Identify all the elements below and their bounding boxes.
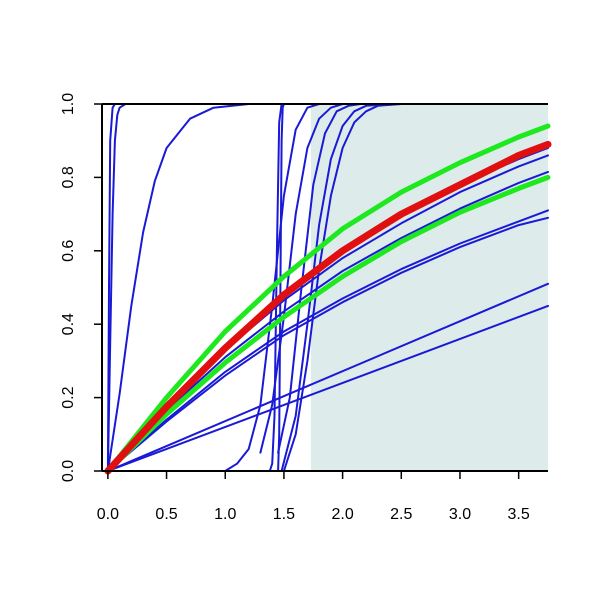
series-line-8	[277, 103, 362, 454]
y-tick-label-2: 0.2	[60, 386, 77, 408]
y-tick-label-6: 1.0	[60, 93, 77, 115]
series-line-2	[106, 103, 127, 472]
x-tick-label-4: 1.5	[273, 506, 295, 523]
series-line-18	[105, 123, 551, 474]
series-line-19	[105, 174, 551, 474]
x-tick-label-6: 2.5	[390, 506, 412, 523]
series-line-15	[106, 216, 549, 472]
series-line-9	[280, 103, 391, 472]
shaded-region-layer	[310, 104, 548, 471]
axes-layer: 0.0 0.5 1.0 1.5 2.0 2.5 3.0 3.5 0.0 0.2 0.4 0.6 0.8 1…	[60, 93, 548, 523]
x-tick-label-8: 3.5	[508, 506, 530, 523]
x-tick-label-3: 1.0	[214, 506, 236, 523]
series-line-17	[106, 304, 549, 472]
series-line-14	[106, 209, 549, 472]
series-layer	[104, 103, 552, 475]
series-line-20	[104, 140, 552, 475]
series-line-13	[106, 170, 549, 472]
x-tick-label-1: 0.0	[97, 506, 119, 523]
y-tick-label-3: 0.4	[60, 313, 77, 335]
y-tick-label-4: 0.6	[60, 240, 77, 262]
x-tick-label-7: 3.0	[449, 506, 471, 523]
y-tick-label-1: 0.0	[60, 460, 77, 482]
y-tick-label-5: 0.8	[60, 166, 77, 188]
x-tick-label-5: 2.0	[331, 506, 353, 523]
series-line-3	[106, 103, 250, 472]
x-tick-label-2: 0.5	[155, 506, 177, 523]
series-line-4	[268, 103, 283, 472]
series-line-7	[259, 103, 344, 454]
series-line-16	[106, 282, 549, 472]
shaded-region	[310, 104, 548, 471]
